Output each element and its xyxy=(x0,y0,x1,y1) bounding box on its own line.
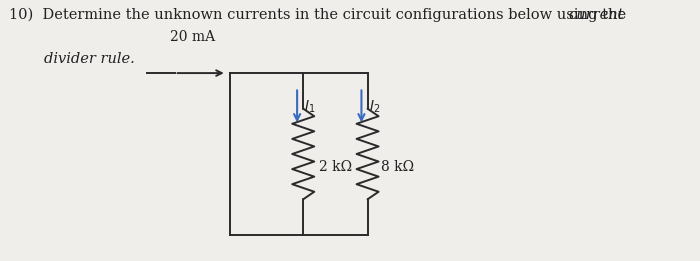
Text: $I_1$: $I_1$ xyxy=(304,98,316,115)
Text: $I_2$: $I_2$ xyxy=(369,98,380,115)
Text: 10)  Determine the unknown currents in the circuit configurations below using th: 10) Determine the unknown currents in th… xyxy=(9,8,631,22)
Text: current: current xyxy=(568,8,624,22)
Text: 20 mA: 20 mA xyxy=(170,30,216,44)
Text: 8 kΩ: 8 kΩ xyxy=(381,160,414,174)
Text: 2 kΩ: 2 kΩ xyxy=(318,160,351,174)
Text: divider rule.: divider rule. xyxy=(44,52,135,66)
